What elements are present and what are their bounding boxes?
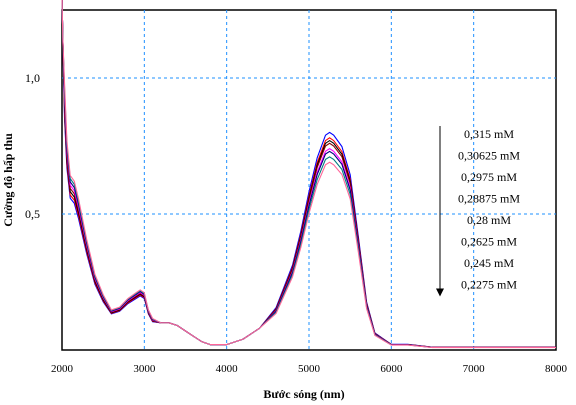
y-axis-label: Cường độ hấp thu	[1, 133, 15, 227]
x-tick-label: 2000	[51, 363, 74, 375]
legend-entry: 0,28875 mM	[458, 192, 520, 206]
legend-entry: 0,245 mM	[464, 256, 514, 270]
y-tick-label: 1,0	[25, 71, 40, 85]
series-line	[61, 0, 556, 349]
x-tick-label: 8000	[545, 363, 568, 375]
x-tick-label: 4000	[216, 363, 239, 375]
legend-entry: 0,2275 mM	[461, 278, 517, 292]
x-tick-label: 7000	[463, 363, 486, 375]
legend-entry: 0,2975 mM	[461, 170, 517, 184]
x-axis-label: Bước sóng (nm)	[263, 387, 344, 401]
legend-entry: 0,315 mM	[464, 127, 514, 141]
legend-entry: 0,2625 mM	[461, 235, 517, 249]
legend: 0,315 mM 0,30625 mM 0,2975 mM 0,28875 mM 0,2…	[436, 126, 520, 297]
legend-entry: 0,28 mM	[467, 213, 511, 227]
x-tick-label: 5000	[298, 363, 321, 375]
legend-entry: 0,30625 mM	[458, 149, 520, 163]
x-tick-label: 3000	[133, 363, 156, 375]
legend-arrow-head	[436, 288, 444, 297]
x-tick-label: 6000	[380, 363, 403, 375]
x-tick-labels: 2000 3000 4000 5000 6000 7000 8000	[51, 363, 568, 375]
y-tick-labels: 0,5 1,0	[25, 71, 40, 221]
series-lines	[61, 0, 556, 349]
y-tick-label: 0,5	[25, 207, 40, 221]
